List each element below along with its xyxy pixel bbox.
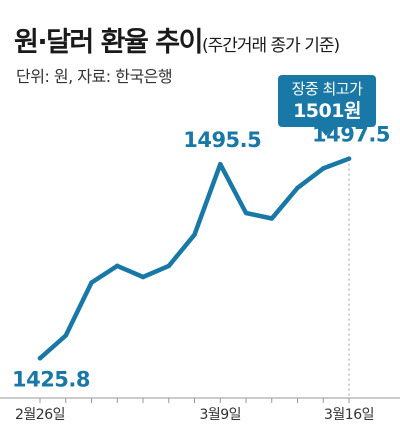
data-label: 1495.5 xyxy=(183,128,261,152)
data-point xyxy=(218,161,223,167)
source-note: 단위: 원, 자료: 한국은행 xyxy=(16,67,173,86)
x-tick-label: 3월9일 xyxy=(199,407,241,423)
x-tick-label: 3월16일 xyxy=(324,407,374,423)
data-point xyxy=(243,210,249,216)
data-point xyxy=(140,274,146,280)
data-point xyxy=(295,185,300,191)
data-point xyxy=(115,263,120,269)
exchange-rate-line xyxy=(37,156,352,361)
x-tick-label: 2월26일 xyxy=(15,407,65,423)
data-point xyxy=(269,216,274,221)
chart-title-main: 원·달러 환율 추이 xyxy=(14,27,203,58)
annotation-pointer xyxy=(318,126,334,136)
data-point xyxy=(37,356,43,361)
annotation-box: 장중 최고가 1501원 xyxy=(278,75,376,127)
data-point xyxy=(166,263,171,269)
annotation-line1: 장중 최고가 xyxy=(291,80,363,98)
annotation-line2: 1501원 xyxy=(293,100,361,122)
data-point xyxy=(321,166,326,171)
data-point xyxy=(192,232,197,237)
data-point xyxy=(89,280,94,285)
data-point xyxy=(346,156,352,161)
data-label: 1425.8 xyxy=(12,367,90,391)
chart-title: 원·달러 환율 추이(주간거래 종가 기준) xyxy=(14,20,340,59)
data-point xyxy=(63,333,68,338)
chart-title-sub: (주간거래 종가 기준) xyxy=(201,36,340,56)
